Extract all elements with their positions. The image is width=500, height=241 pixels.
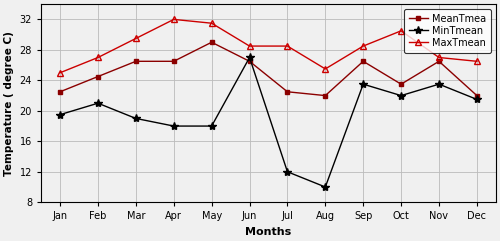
MinTmean bbox=[246, 56, 252, 59]
MinTmean bbox=[57, 113, 63, 116]
MeanTmea bbox=[474, 94, 480, 97]
MaxTmean bbox=[246, 45, 252, 47]
Y-axis label: Temperature ( degree C): Temperature ( degree C) bbox=[4, 31, 14, 176]
MeanTmea bbox=[360, 60, 366, 63]
MaxTmean bbox=[208, 22, 214, 25]
Line: MeanTmea: MeanTmea bbox=[58, 40, 480, 98]
MaxTmean bbox=[284, 45, 290, 47]
Line: MaxTmean: MaxTmean bbox=[58, 17, 480, 75]
MinTmean bbox=[398, 94, 404, 97]
MeanTmea bbox=[95, 75, 101, 78]
MeanTmea bbox=[322, 94, 328, 97]
MeanTmea bbox=[208, 41, 214, 44]
MaxTmean bbox=[57, 71, 63, 74]
MaxTmean bbox=[360, 45, 366, 47]
MaxTmean bbox=[133, 37, 139, 40]
MinTmean bbox=[322, 186, 328, 188]
MeanTmea bbox=[436, 60, 442, 63]
MinTmean bbox=[284, 170, 290, 173]
MinTmean bbox=[170, 125, 176, 127]
MeanTmea bbox=[284, 90, 290, 93]
MinTmean bbox=[436, 83, 442, 86]
MaxTmean bbox=[170, 18, 176, 21]
MeanTmea bbox=[170, 60, 176, 63]
MinTmean bbox=[474, 98, 480, 101]
MeanTmea bbox=[246, 60, 252, 63]
MinTmean bbox=[95, 102, 101, 105]
X-axis label: Months: Months bbox=[246, 227, 292, 237]
MaxTmean bbox=[95, 56, 101, 59]
MeanTmea bbox=[133, 60, 139, 63]
MaxTmean bbox=[436, 56, 442, 59]
MaxTmean bbox=[398, 29, 404, 32]
MeanTmea bbox=[57, 90, 63, 93]
MaxTmean bbox=[474, 60, 480, 63]
MaxTmean bbox=[322, 67, 328, 70]
Line: MinTmean: MinTmean bbox=[56, 53, 481, 191]
Legend: MeanTmea, MinTmean, MaxTmean: MeanTmea, MinTmean, MaxTmean bbox=[404, 9, 491, 53]
MinTmean bbox=[208, 125, 214, 127]
MeanTmea bbox=[398, 83, 404, 86]
MinTmean bbox=[360, 83, 366, 86]
MinTmean bbox=[133, 117, 139, 120]
